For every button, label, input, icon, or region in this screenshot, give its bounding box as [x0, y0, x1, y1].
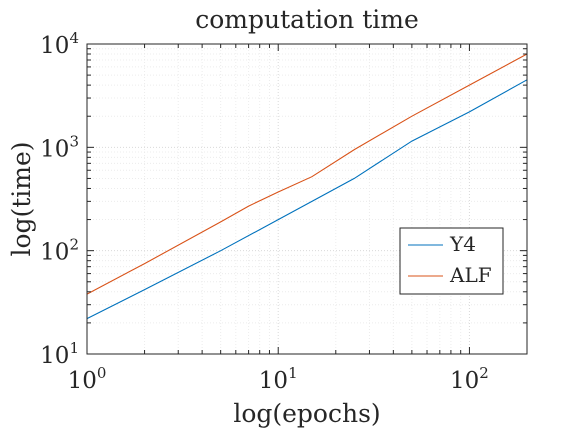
y-tick-label-exponent: 3 — [69, 132, 79, 150]
chart-title: computation time — [195, 5, 419, 34]
x-tick-label: 100 — [68, 364, 107, 394]
legend-label-y4: Y4 — [449, 232, 476, 256]
y-tick-label-base: 10 — [40, 240, 69, 266]
series-line-alf — [86, 53, 528, 295]
x-tick-label-base: 10 — [68, 368, 97, 394]
series-layer — [86, 53, 528, 320]
legend-box — [399, 227, 504, 295]
x-tick-label-exponent: 2 — [479, 364, 489, 382]
y-tick-label: 102 — [40, 236, 79, 266]
x-tick-label: 101 — [259, 364, 298, 394]
series-line-y4 — [86, 79, 528, 320]
y-tick-label-base: 10 — [40, 136, 69, 162]
y-tick-label: 104 — [40, 29, 79, 59]
y-tick-label: 103 — [40, 132, 79, 162]
plot-area-frame — [86, 43, 528, 355]
axis-ticks — [86, 43, 528, 355]
grid — [86, 43, 528, 355]
y-tick-label-base: 10 — [40, 33, 69, 59]
x-tick-label-exponent: 0 — [97, 364, 107, 382]
y-tick-label-exponent: 4 — [69, 29, 79, 47]
x-tick-label: 102 — [450, 364, 489, 394]
x-tick-label-exponent: 1 — [288, 364, 298, 382]
y-tick-label-base: 10 — [40, 343, 69, 369]
y-tick-label-exponent: 1 — [69, 339, 79, 357]
x-axis-label: log(epochs) — [233, 399, 380, 428]
x-tick-label-base: 10 — [259, 368, 288, 394]
y-tick-label-exponent: 2 — [69, 236, 79, 254]
y-tick-label: 101 — [40, 339, 79, 369]
x-tick-label-base: 10 — [450, 368, 479, 394]
legend: Y4 ALF — [399, 227, 504, 295]
y-axis-label: log(time) — [7, 141, 36, 256]
legend-label-alf: ALF — [449, 263, 492, 287]
